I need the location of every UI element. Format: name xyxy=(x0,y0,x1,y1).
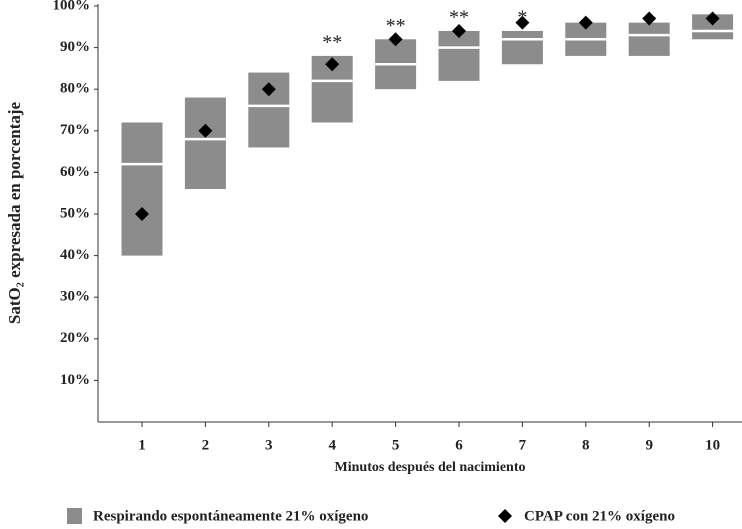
x-tick-label: 5 xyxy=(392,437,400,453)
y-tick-label: 40% xyxy=(60,247,90,263)
significance-label: ** xyxy=(322,32,342,54)
y-tick-label: 90% xyxy=(60,39,90,55)
significance-label: ** xyxy=(449,7,469,29)
box xyxy=(184,97,226,190)
x-tick-label: 7 xyxy=(519,437,527,453)
x-tick-label: 10 xyxy=(705,437,720,453)
legend-label: Respirando espontáneamente 21% oxígeno xyxy=(93,508,368,524)
x-tick-label: 4 xyxy=(328,437,336,453)
box xyxy=(121,122,163,256)
diamond-marker xyxy=(325,57,340,72)
y-axis-label: SatO₂ expresada en porcentaje xyxy=(5,101,24,324)
y-tick-label: 20% xyxy=(60,330,90,346)
diamond-marker xyxy=(388,32,403,47)
box xyxy=(628,22,670,56)
diamond-marker xyxy=(705,11,720,26)
significance-label: ** xyxy=(386,15,406,37)
x-tick-label: 1 xyxy=(138,437,146,453)
diamond-marker xyxy=(135,207,149,221)
box xyxy=(501,30,543,65)
diamond-marker xyxy=(198,123,213,138)
y-tick-label: 80% xyxy=(60,81,90,97)
x-tick-label: 6 xyxy=(455,437,463,453)
x-tick-label: 8 xyxy=(582,437,590,453)
diamond-marker xyxy=(515,15,530,30)
diamond-marker xyxy=(261,82,276,97)
legend-swatch xyxy=(498,509,512,523)
significance-label: * xyxy=(517,7,527,29)
y-tick-label: 50% xyxy=(60,205,90,221)
x-tick-label: 2 xyxy=(202,437,210,453)
x-tick-label: 3 xyxy=(265,437,273,453)
diamond-marker xyxy=(642,11,657,26)
y-tick-label: 100% xyxy=(53,0,91,13)
y-tick-label: 30% xyxy=(60,289,90,305)
legend-label: CPAP con 21% oxígeno xyxy=(524,508,675,524)
diamond-marker xyxy=(452,23,466,38)
y-tick-label: 60% xyxy=(60,164,90,180)
y-tick-label: 70% xyxy=(60,122,90,138)
x-axis-label: Minutos después del nacimiento xyxy=(335,460,526,475)
box xyxy=(438,30,480,81)
legend-swatch xyxy=(67,508,82,524)
x-tick-label: 9 xyxy=(645,437,653,453)
diamond-marker xyxy=(578,15,593,30)
y-tick-label: 10% xyxy=(60,372,90,388)
